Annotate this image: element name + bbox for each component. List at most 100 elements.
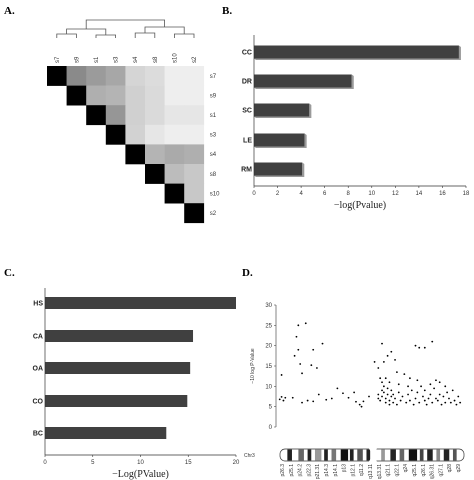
data-point-50	[379, 399, 382, 402]
panel-c-letter: C.	[4, 267, 15, 279]
column-label-s10: s10	[172, 53, 178, 63]
x-tick-label-4: 4	[299, 191, 303, 197]
data-point-59	[388, 399, 391, 402]
data-point-70	[405, 401, 408, 404]
heatmap-cell-s7-s2	[184, 66, 205, 86]
data-point-92	[444, 401, 447, 404]
data-point-69	[401, 395, 404, 398]
data-point-45	[423, 346, 426, 349]
data-point-108	[438, 381, 441, 384]
x-tick-label-8: 8	[347, 191, 351, 197]
x-tick-label-20: 20	[233, 460, 240, 466]
column-label-s8: s8	[153, 56, 159, 63]
data-point-77	[418, 401, 421, 404]
y-tick-label-15: 15	[265, 364, 272, 370]
heatmap-cell-s4-s2	[184, 144, 205, 165]
data-point-36	[382, 361, 385, 363]
chromosome-band	[390, 449, 396, 461]
band-label-p14.3: p14.3	[324, 464, 330, 477]
x-tick-label-10: 10	[137, 460, 144, 466]
bar-chart-b: 0 2 4 6 8 10 12 14 16 18 CC DR SC LE RM −log(Pvalue)	[241, 35, 470, 211]
heatmap-cell-s8-s2	[184, 164, 205, 184]
chromosome-band	[357, 449, 363, 461]
chromosome-label: Chr3	[244, 453, 255, 459]
data-point-53	[382, 385, 385, 388]
chromosome-band	[381, 449, 385, 461]
band-label-p22.3: p22.3	[306, 464, 312, 477]
chromosome-band	[399, 449, 405, 461]
x-tick-label-15: 15	[185, 460, 192, 466]
data-point-42	[409, 377, 411, 380]
band-label-q27.1: q27.1	[438, 464, 444, 477]
data-point-85	[431, 401, 434, 404]
dendro-link	[95, 34, 116, 38]
data-point-64	[392, 393, 395, 396]
dendro-link	[134, 32, 156, 38]
dendro-link	[56, 33, 77, 38]
data-point-52	[381, 395, 383, 398]
heatmap-cell-s9-s4	[125, 85, 146, 106]
heatmap-cell-s7-s10	[164, 66, 185, 86]
data-point-78	[420, 385, 422, 388]
data-point-44	[418, 346, 421, 349]
row-label-s3: s3	[210, 133, 217, 139]
chromosome-band	[452, 449, 457, 461]
chromosome-band	[427, 449, 433, 461]
chromosome-band	[287, 449, 292, 461]
data-point-26	[353, 391, 356, 394]
heatmap-cell-s4-s4	[125, 144, 146, 165]
heatmap-cell-s7-s3	[105, 66, 126, 86]
x-axis-label-c: −Log(PValue)	[112, 469, 169, 480]
bar-LE	[254, 133, 305, 147]
data-point-20	[312, 400, 315, 403]
data-point-11	[304, 322, 307, 325]
data-point-66	[396, 403, 398, 406]
chromosome-band	[366, 449, 371, 461]
band-label-p13: p13	[342, 464, 348, 473]
bar-chart-c: 0 5 10 15 20 HS CA OA CO BC −Log(PValue)	[33, 288, 240, 480]
data-point-98	[455, 403, 458, 406]
data-point-102	[384, 377, 387, 380]
heatmap-row-labels: s7 s9 s1 s3 s4 s8 s10 s2	[210, 74, 220, 217]
data-point-37	[386, 354, 389, 357]
heatmap-cell-s9-s1	[86, 85, 107, 106]
y-tick-label-10: 10	[265, 384, 272, 390]
data-point-109	[444, 385, 447, 388]
band-label-q26.31: q26.31	[430, 464, 436, 480]
heatmap-cell-s9-s3	[105, 85, 126, 106]
data-point-18	[301, 401, 303, 404]
data-point-80	[423, 399, 426, 402]
data-point-97	[453, 399, 456, 402]
chromosome-band	[298, 449, 304, 461]
data-point-58	[386, 393, 389, 396]
data-point-30	[362, 400, 365, 403]
heatmap-cell-s10-s10	[164, 183, 185, 204]
heatmap-panel: s7 s9 s1 s3 s4 s8 s10 s2 s7 s9 s1 s3 s4 s8 s10 s2	[47, 19, 220, 224]
data-point-9	[299, 363, 302, 365]
data-point-23	[336, 387, 339, 390]
x-tick-label-14: 14	[416, 191, 423, 197]
heatmap-cell-s4-s10	[164, 144, 185, 165]
data-point-38	[390, 350, 393, 353]
data-point-39	[394, 359, 396, 361]
band-label-p26.3: p26.3	[280, 464, 286, 477]
category-label-CA: CA	[33, 334, 43, 341]
data-point-65	[394, 397, 396, 400]
data-point-55	[384, 397, 387, 400]
category-label-SC: SC	[242, 108, 252, 115]
row-label-s7: s7	[210, 74, 217, 80]
band-label-p21.31: p21.31	[315, 464, 321, 480]
x-tick-label-16: 16	[439, 191, 446, 197]
heatmap-cell-s9-s9	[66, 85, 87, 106]
category-label-HS: HS	[33, 301, 43, 308]
chromosome-band	[340, 449, 349, 461]
dendro-link	[173, 33, 195, 38]
data-point-79	[422, 395, 424, 398]
data-point-49	[377, 397, 380, 400]
data-point-106	[416, 379, 419, 382]
x-axis-c: 0 5 10 15 20	[43, 288, 240, 466]
data-point-19	[306, 399, 309, 402]
bar-shadow-RM	[254, 162, 305, 177]
centromere-top	[368, 448, 377, 455]
category-label-OA: OA	[33, 366, 44, 373]
